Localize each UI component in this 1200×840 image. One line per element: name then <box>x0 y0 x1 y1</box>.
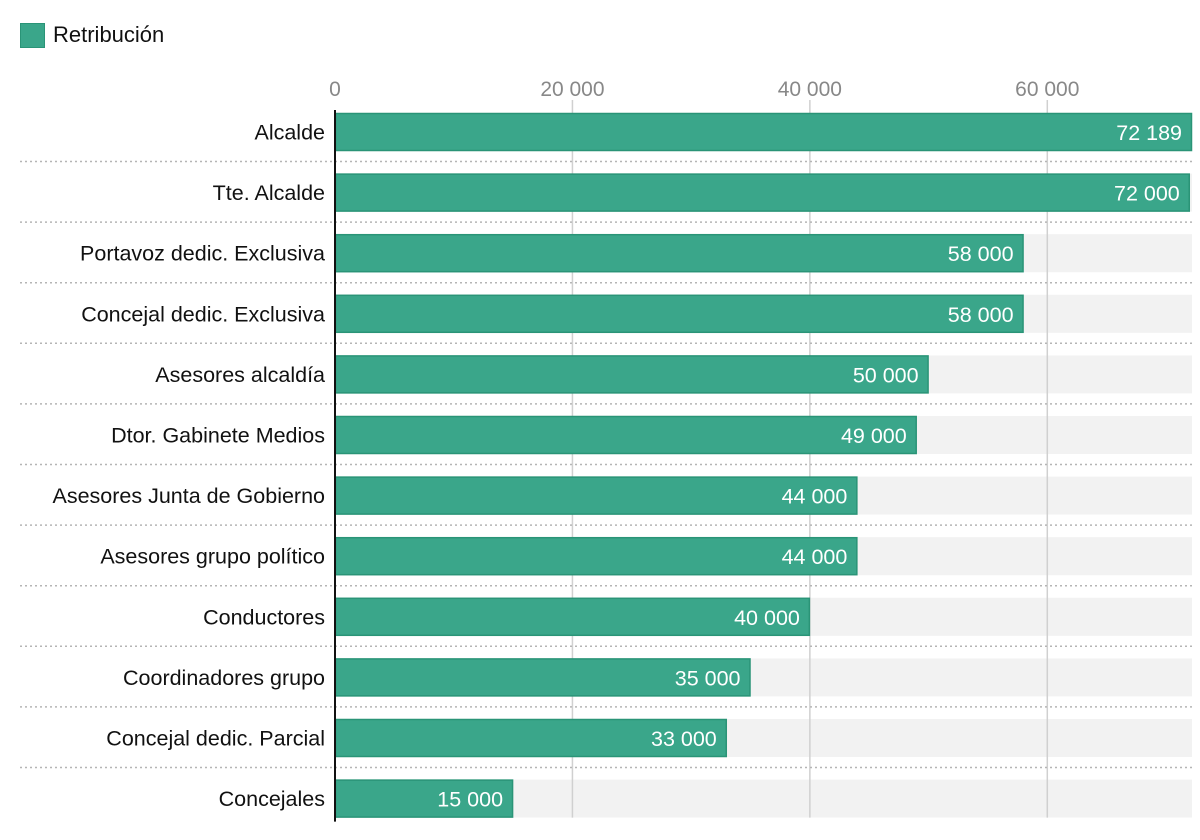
category-label: Asesores grupo político <box>100 545 325 569</box>
data-label: 58 000 <box>948 242 1014 266</box>
bar <box>334 718 728 758</box>
category-label: Concejal dedic. Parcial <box>106 727 325 751</box>
data-label: 40 000 <box>734 606 800 630</box>
category-label: Conductores <box>203 605 325 629</box>
x-tick-label: 60 000 <box>1015 78 1079 101</box>
category-label: Asesores alcaldía <box>155 363 325 387</box>
data-label: 50 000 <box>853 363 919 387</box>
bar <box>334 294 1024 334</box>
data-label: 35 000 <box>675 666 741 690</box>
x-tick-label: 40 000 <box>778 78 842 101</box>
legend: Retribución <box>20 22 164 48</box>
category-label: Dtor. Gabinete Medios <box>111 424 325 448</box>
bar <box>334 597 811 637</box>
x-tick-label: 0 <box>329 78 341 101</box>
legend-swatch <box>20 22 45 48</box>
legend-label: Retribución <box>53 22 165 47</box>
bar <box>334 415 917 455</box>
data-label: 72 189 <box>1116 121 1182 145</box>
data-label: 49 000 <box>841 424 907 448</box>
data-label: 44 000 <box>782 485 848 509</box>
data-label: 33 000 <box>651 727 717 751</box>
bar <box>334 476 858 515</box>
data-label: 15 000 <box>437 788 503 812</box>
category-label: Concejal dedic. Exclusiva <box>81 302 325 326</box>
bar <box>334 112 1193 152</box>
data-label: 44 000 <box>782 545 848 569</box>
category-label: Coordinadores grupo <box>123 666 325 690</box>
category-label: Concejales <box>219 787 325 811</box>
x-tick-label: 20 000 <box>540 78 604 101</box>
bar <box>334 233 1024 273</box>
data-label: 58 000 <box>948 303 1014 327</box>
bar <box>334 536 858 576</box>
category-label: Alcalde <box>254 121 325 145</box>
category-label: Tte. Alcalde <box>213 181 325 205</box>
category-label: Portavoz dedic. Exclusiva <box>80 242 325 266</box>
data-label: 72 000 <box>1114 182 1180 206</box>
bar <box>334 355 929 394</box>
bar <box>334 779 514 818</box>
bar <box>334 173 1191 212</box>
category-label: Asesores Junta de Gobierno <box>53 484 326 508</box>
